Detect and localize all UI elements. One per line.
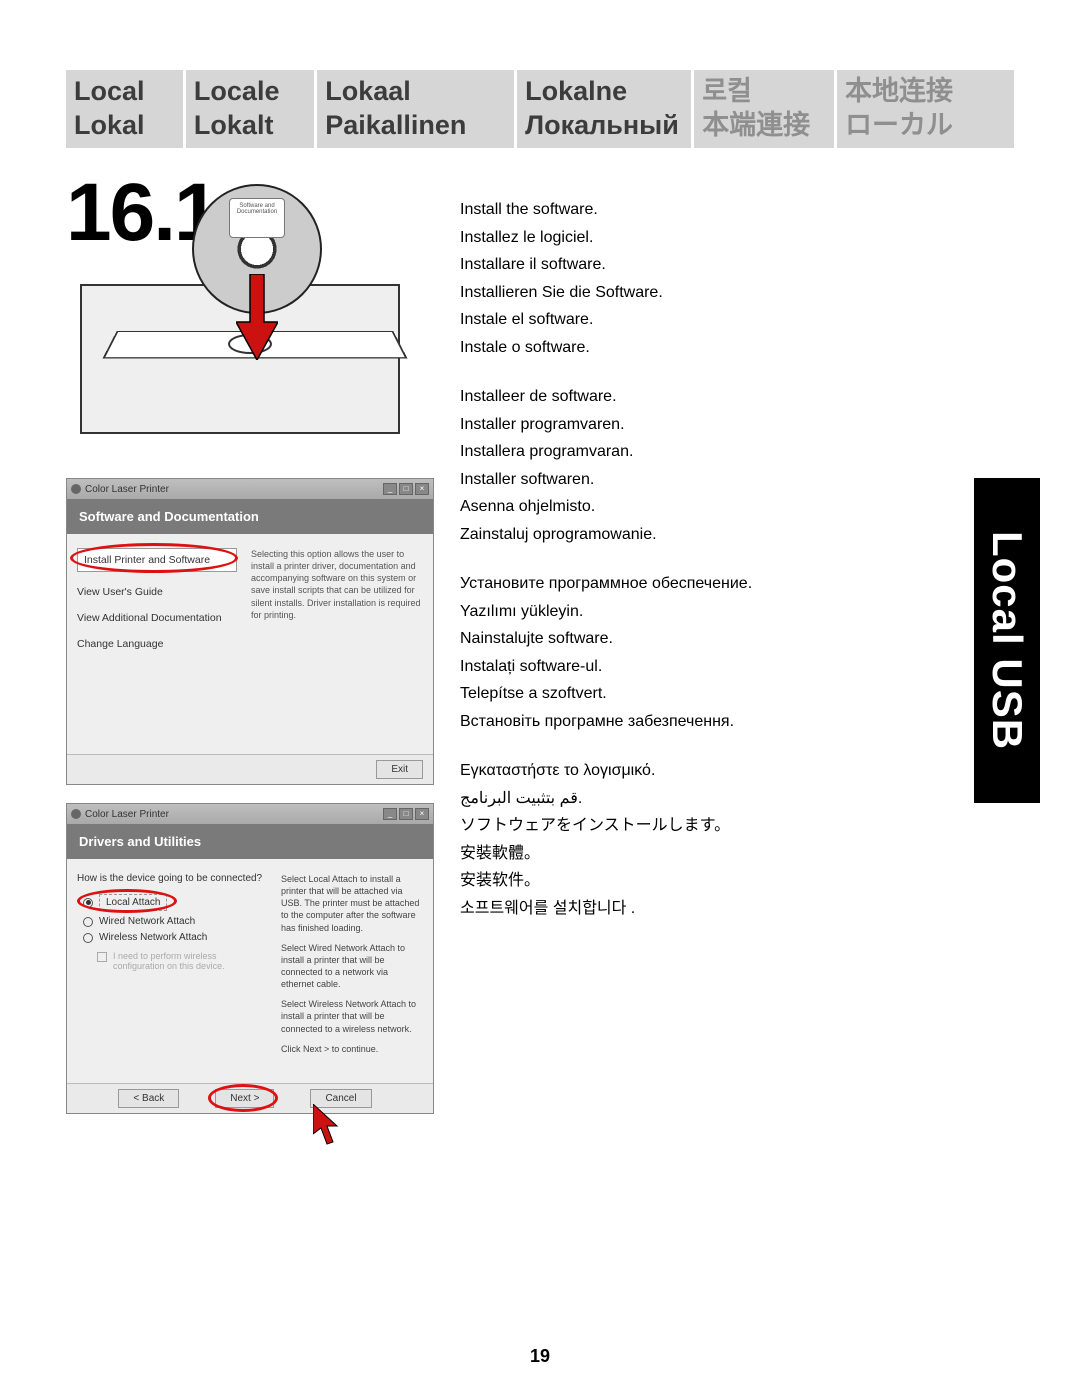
instruction-line: Instale o software. (460, 334, 1014, 362)
instruction-line: Instale el software. (460, 306, 1014, 334)
cd-illustration: Software and Documentation (80, 190, 420, 460)
checkbox-label: I need to perform wireless configuration… (113, 951, 267, 971)
help-paragraph: Select Local Attach to install a printer… (281, 873, 423, 934)
banner-cell-2: Locale Lokalt (186, 70, 317, 148)
banner-text: ローカル (845, 109, 1006, 143)
window-title: Color Laser Printer (85, 809, 169, 820)
instruction-line: Zainstaluj oprogramowanie. (460, 521, 1014, 549)
instruction-line: Installer softwaren. (460, 466, 1014, 494)
change-language-option[interactable]: Change Language (77, 638, 237, 650)
minimize-icon[interactable]: _ (383, 483, 397, 495)
banner-text: Local (74, 75, 175, 109)
window-header: Software and Documentation (67, 499, 433, 534)
page-number: 19 (0, 1346, 1080, 1367)
next-button[interactable]: Next > (215, 1089, 274, 1108)
cursor-arrow-icon (313, 1104, 347, 1149)
instruction-line: Installieren Sie die Software. (460, 279, 1014, 307)
instruction-text-column: Install the software.Installez le logici… (460, 190, 1014, 1132)
close-icon[interactable]: × (415, 808, 429, 820)
window-title: Color Laser Printer (85, 484, 169, 495)
banner-text: Локальный (525, 109, 683, 143)
language-banner: Local Lokal Locale Lokalt Lokaal Paikall… (66, 70, 1014, 148)
instruction-line: Telepítse a szoftvert. (460, 680, 1014, 708)
banner-cell-1: Local Lokal (66, 70, 186, 148)
back-button[interactable]: < Back (118, 1089, 179, 1108)
radio-local-attach[interactable]: Local Attach (83, 894, 267, 911)
instruction-line: Installare il software. (460, 251, 1014, 279)
close-icon[interactable]: × (415, 483, 429, 495)
instruction-line: Installeer de software. (460, 383, 1014, 411)
instruction-line: Asenna ohjelmisto. (460, 493, 1014, 521)
side-tab-label: Local USB (983, 531, 1031, 750)
instruction-line: 소프트웨어를 설치합니다 . (460, 895, 1014, 923)
install-printer-option[interactable]: Install Printer and Software (77, 548, 237, 572)
button-label: Next > (230, 1093, 259, 1104)
banner-text: Lokalt (194, 109, 306, 143)
radio-icon (83, 898, 93, 908)
banner-text: Lokalne (525, 75, 683, 109)
banner-text: 本地连接 (845, 75, 1006, 109)
connection-help-text: Select Local Attach to install a printer… (281, 873, 423, 1063)
instruction-line: Nainstalujte software. (460, 625, 1014, 653)
instruction-line: Instalați software-ul. (460, 653, 1014, 681)
cd-label: Software and Documentation (229, 198, 285, 238)
banner-cell-6: 本地连接 ローカル (837, 70, 1014, 148)
option-label: Install Printer and Software (84, 554, 210, 566)
installer-window-2: Color Laser Printer _ □ × Drivers and Ut… (66, 803, 434, 1114)
app-icon (71, 809, 81, 819)
view-users-guide-option[interactable]: View User's Guide (77, 586, 237, 598)
radio-label: Wired Network Attach (99, 916, 195, 927)
arrow-down-icon (236, 274, 278, 365)
instruction-line: Installera programvaran. (460, 438, 1014, 466)
instruction-line: ソフトウェアをインストールします。 (460, 812, 1014, 840)
radio-wireless-attach[interactable]: Wireless Network Attach (83, 932, 267, 943)
radio-label: Local Attach (99, 894, 167, 911)
banner-cell-3: Lokaal Paikallinen (317, 70, 517, 148)
connection-question: How is the device going to be connected? (77, 873, 267, 884)
instruction-line: Установите программное обеспечение. (460, 570, 1014, 598)
side-tab: Local USB (974, 478, 1040, 803)
window-titlebar: Color Laser Printer _ □ × (67, 804, 433, 824)
exit-button[interactable]: Exit (376, 760, 423, 779)
minimize-icon[interactable]: _ (383, 808, 397, 820)
instruction-line: Εγκαταστήστε το λογισμικό. (460, 757, 1014, 785)
view-additional-docs-option[interactable]: View Additional Documentation (77, 612, 237, 624)
radio-icon (83, 917, 93, 927)
window-header: Drivers and Utilities (67, 824, 433, 859)
banner-text: Lokal (74, 109, 175, 143)
instruction-line: Install the software. (460, 196, 1014, 224)
installer-window-1: Color Laser Printer _ □ × Software and D… (66, 478, 434, 785)
instruction-line: 安裝軟體。 (460, 840, 1014, 868)
wireless-config-checkbox[interactable]: I need to perform wireless configuration… (97, 951, 267, 971)
help-paragraph: Select Wireless Network Attach to instal… (281, 998, 423, 1034)
instruction-line: Yazılımı yükleyin. (460, 598, 1014, 626)
maximize-icon[interactable]: □ (399, 808, 413, 820)
window-titlebar: Color Laser Printer _ □ × (67, 479, 433, 499)
radio-label: Wireless Network Attach (99, 932, 207, 943)
banner-cell-5: 로컬 本端連接 (694, 70, 837, 148)
checkbox-icon (97, 952, 107, 962)
radio-icon (83, 933, 93, 943)
banner-cell-4: Lokalne Локальный (517, 70, 694, 148)
instruction-line: Installez le logiciel. (460, 224, 1014, 252)
maximize-icon[interactable]: □ (399, 483, 413, 495)
help-paragraph: Select Wired Network Attach to install a… (281, 942, 423, 991)
app-icon (71, 484, 81, 494)
instruction-line: Installer programvaren. (460, 411, 1014, 439)
banner-text: Lokaal (325, 75, 506, 109)
banner-text: 로컬 (702, 75, 826, 109)
banner-text: Locale (194, 75, 306, 109)
radio-wired-attach[interactable]: Wired Network Attach (83, 916, 267, 927)
option-description: Selecting this option allows the user to… (251, 548, 423, 744)
instruction-line: قم بتثبيت البرنامج. (460, 785, 1014, 813)
instruction-line: Встановіть програмне забезпечення. (460, 708, 1014, 736)
help-paragraph: Click Next > to continue. (281, 1043, 423, 1055)
banner-text: 本端連接 (702, 109, 826, 143)
banner-text: Paikallinen (325, 109, 506, 143)
instruction-line: 安装软件。 (460, 867, 1014, 895)
